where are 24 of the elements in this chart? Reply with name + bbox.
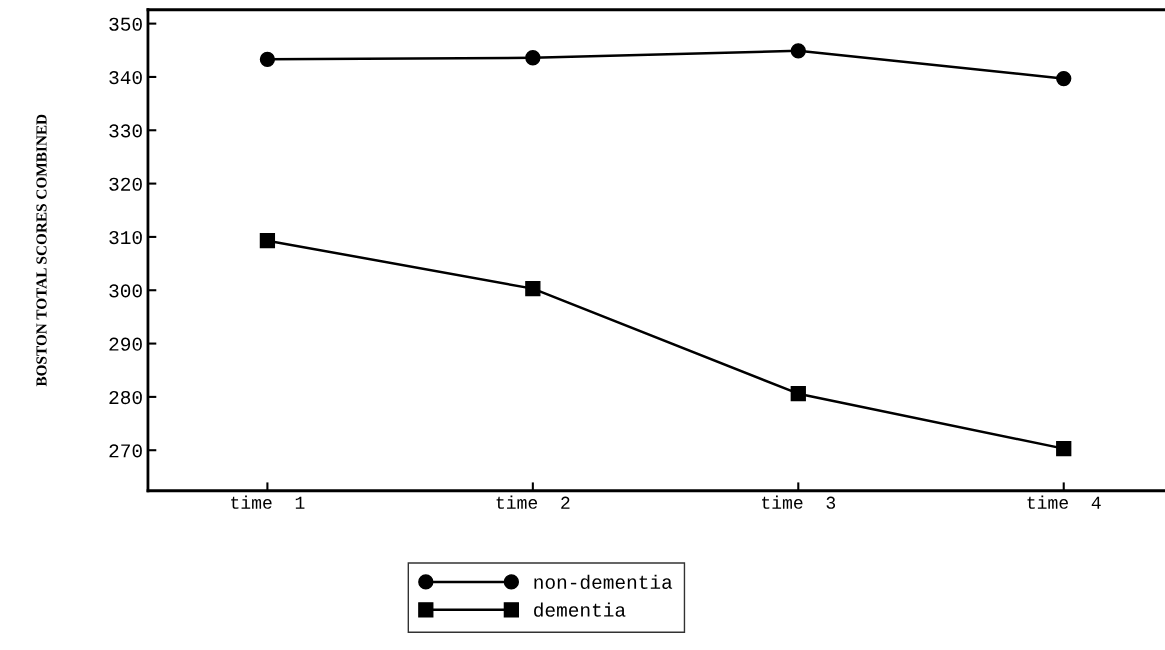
y-axis-title: BOSTON TOTAL SCORES COMBINED: [36, 114, 47, 387]
y-tick-label: 350: [109, 17, 142, 31]
y-tick-label: 280: [109, 390, 142, 405]
y-tick-label: 320: [109, 177, 142, 191]
point: [790, 386, 806, 402]
point: [1056, 440, 1072, 457]
y-tick-label: 270: [109, 444, 142, 458]
x-tick-label: time 3: [762, 495, 836, 509]
legend-label: dementia: [534, 602, 626, 617]
point: [525, 50, 541, 66]
legend-label: non-dementia: [534, 574, 673, 590]
y-tick-label: 310: [109, 230, 142, 245]
x-tick-label: time 2: [496, 495, 570, 509]
point: [525, 281, 541, 297]
point: [1056, 70, 1072, 87]
x-tick-label: time 1: [231, 495, 305, 509]
point: [790, 43, 806, 59]
point: [259, 51, 276, 67]
y-tick-label: 330: [109, 124, 142, 138]
x-tick-label: time 4: [1027, 495, 1101, 509]
y-tick-label: 340: [109, 70, 142, 85]
y-tick-label: 290: [109, 337, 142, 351]
y-tick-label: 300: [109, 284, 142, 298]
point: [259, 233, 276, 249]
